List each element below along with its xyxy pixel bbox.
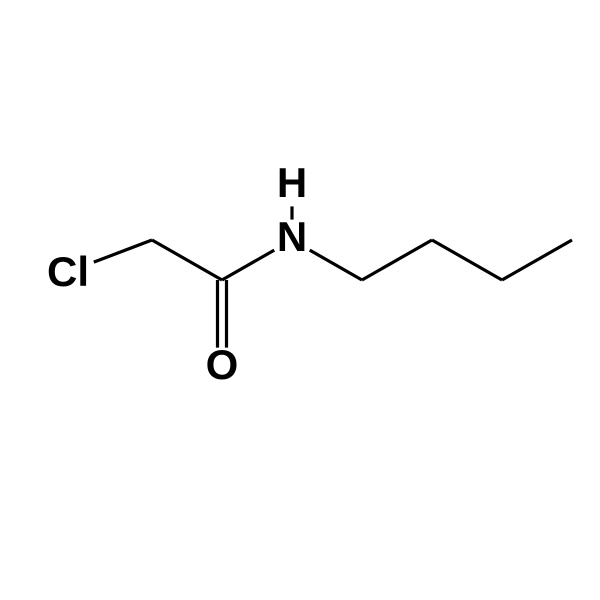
bond-N-C3 <box>310 250 362 280</box>
atoms-group: Cl O NH <box>47 159 307 388</box>
bond-C1-C2 <box>152 240 222 280</box>
bond-C3-C4 <box>362 240 432 280</box>
atom-label-H: H <box>277 159 307 206</box>
bond-C4-C5 <box>432 240 502 280</box>
bond-C5-C6 <box>502 240 572 280</box>
bond-Cl-C1 <box>94 240 152 262</box>
atom-label-O: O <box>206 341 239 388</box>
bonds-group <box>94 206 572 347</box>
atom-label-N: N <box>277 213 307 260</box>
bond-C2-N <box>222 250 274 280</box>
atom-label-Cl: Cl <box>47 248 89 295</box>
molecule-diagram: Cl O NH <box>0 0 600 600</box>
